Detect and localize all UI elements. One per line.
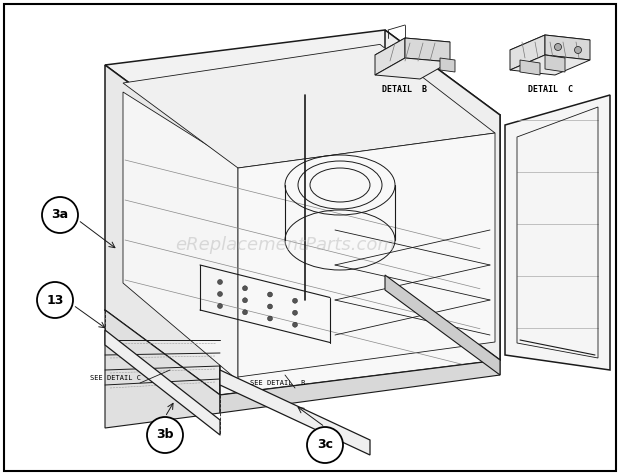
- Circle shape: [293, 322, 298, 327]
- Circle shape: [218, 292, 223, 296]
- Polygon shape: [545, 55, 565, 72]
- Circle shape: [242, 310, 247, 315]
- Circle shape: [37, 282, 73, 318]
- Text: SEE DETAIL  B: SEE DETAIL B: [250, 380, 305, 386]
- Text: SEE DETAIL C: SEE DETAIL C: [90, 375, 141, 381]
- Polygon shape: [123, 92, 238, 380]
- Circle shape: [147, 417, 183, 453]
- Text: 3a: 3a: [51, 209, 69, 221]
- Polygon shape: [105, 310, 220, 428]
- Polygon shape: [375, 58, 450, 79]
- Circle shape: [42, 197, 78, 233]
- Polygon shape: [510, 35, 590, 55]
- Circle shape: [267, 304, 273, 309]
- Polygon shape: [105, 330, 220, 435]
- Circle shape: [218, 304, 223, 308]
- Polygon shape: [123, 44, 495, 168]
- Circle shape: [293, 310, 298, 315]
- Polygon shape: [385, 30, 500, 360]
- Polygon shape: [105, 30, 500, 150]
- Polygon shape: [545, 35, 590, 60]
- Text: 3c: 3c: [317, 438, 333, 452]
- Circle shape: [554, 44, 562, 50]
- Circle shape: [267, 292, 273, 297]
- Polygon shape: [220, 370, 370, 455]
- Text: 13: 13: [46, 294, 64, 306]
- Polygon shape: [105, 65, 220, 395]
- Polygon shape: [440, 58, 455, 72]
- Circle shape: [307, 427, 343, 463]
- Polygon shape: [510, 55, 590, 75]
- Polygon shape: [375, 38, 405, 75]
- Text: 3b: 3b: [156, 428, 174, 441]
- Polygon shape: [375, 38, 450, 59]
- Text: DETAIL  C: DETAIL C: [528, 85, 572, 94]
- Polygon shape: [238, 133, 495, 377]
- Circle shape: [242, 298, 247, 303]
- Polygon shape: [405, 38, 450, 62]
- Circle shape: [575, 47, 582, 54]
- Text: eReplacementParts.com: eReplacementParts.com: [175, 236, 395, 254]
- Circle shape: [293, 298, 298, 303]
- Text: DETAIL  B: DETAIL B: [383, 85, 428, 94]
- Circle shape: [267, 316, 273, 321]
- Polygon shape: [510, 35, 545, 70]
- Circle shape: [242, 286, 247, 291]
- Polygon shape: [220, 115, 500, 395]
- Circle shape: [218, 279, 223, 285]
- Polygon shape: [220, 360, 500, 413]
- Polygon shape: [505, 95, 610, 370]
- Polygon shape: [385, 275, 500, 375]
- Polygon shape: [520, 60, 540, 75]
